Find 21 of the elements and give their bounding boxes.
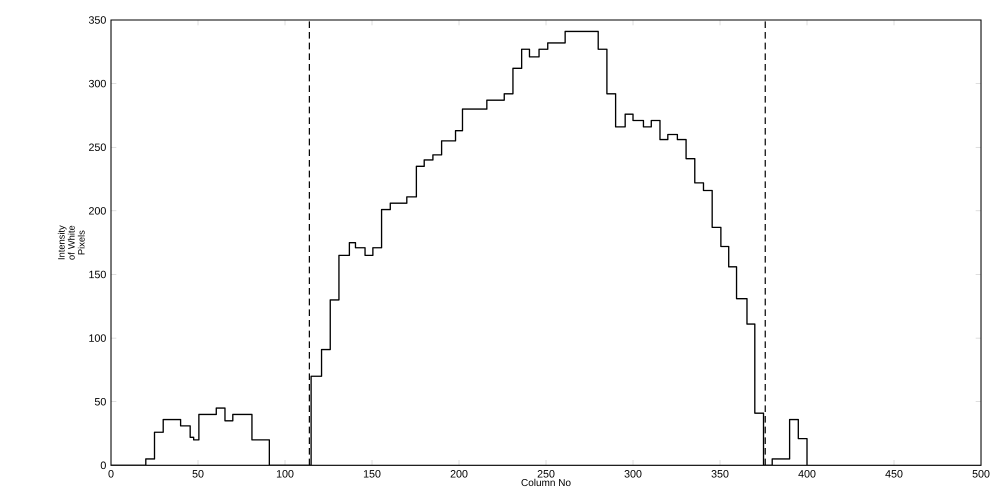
y-tick-label: 250 — [89, 143, 106, 152]
y-tick-label: 200 — [89, 207, 106, 215]
y-tick-label: 0 — [100, 462, 106, 470]
x-tick-label: 250 — [538, 470, 554, 478]
x-tick-label: 0 — [108, 470, 114, 478]
y-tick-label: 100 — [89, 334, 106, 342]
y-tick-label: 350 — [88, 16, 106, 24]
x-tick-label: 300 — [624, 470, 642, 478]
y-tick-label: 50 — [94, 398, 106, 406]
x-tick-label: 400 — [798, 470, 816, 478]
x-tick-label: 500 — [972, 470, 990, 478]
x-tick-label: 100 — [276, 470, 294, 478]
x-tick-label: 150 — [364, 470, 380, 478]
x-tick-label: 350 — [712, 470, 728, 478]
x-tick-label: 50 — [192, 470, 204, 478]
x-tick-label: 200 — [450, 470, 468, 478]
x-tick-label: 450 — [885, 470, 902, 478]
x-axis-title: Column No — [522, 478, 571, 486]
y-axis-title: Intensity of White Pixels — [58, 225, 85, 260]
y-tick-label: 150 — [89, 270, 106, 278]
y-tick-label: 300 — [88, 80, 106, 88]
